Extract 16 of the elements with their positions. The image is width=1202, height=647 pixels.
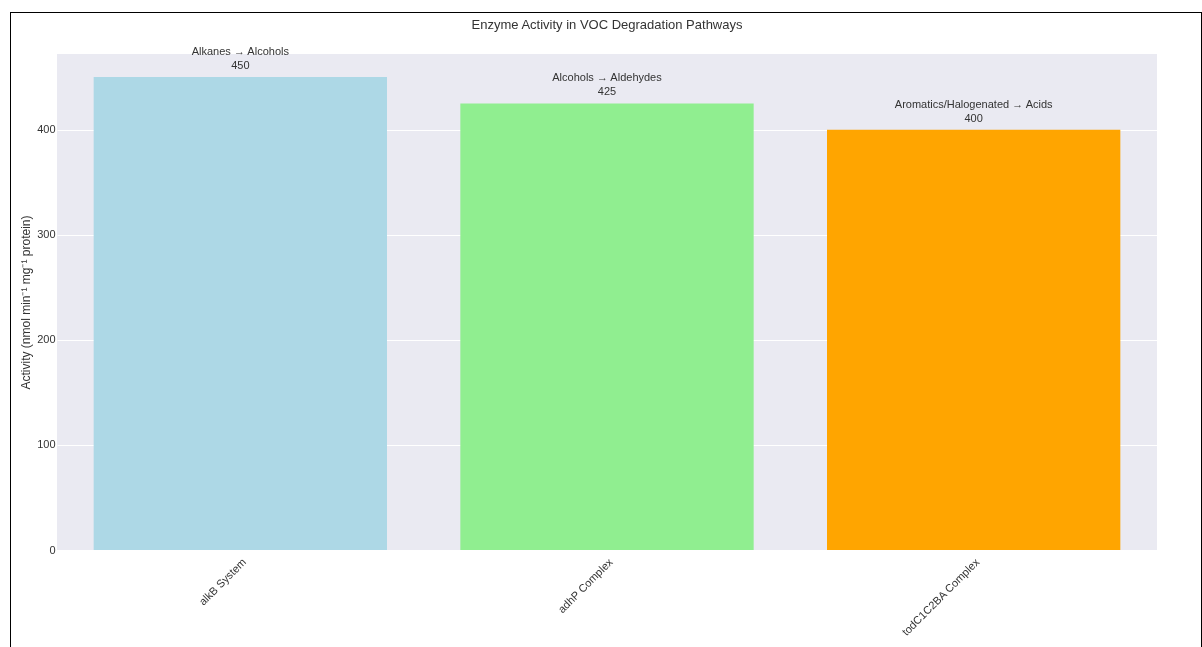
data-label: 400 — [964, 111, 983, 124]
bar — [93, 77, 387, 550]
bar — [460, 103, 754, 550]
annotation: Alcohols → Aldehydes — [552, 71, 663, 84]
annotation: Alkanes → Alcohols — [191, 45, 290, 58]
y-tick-label: 300 — [37, 228, 56, 241]
y-tick-label: 100 — [37, 438, 56, 451]
annotation: Aromatics/Halogenated → Acids — [894, 97, 1054, 110]
y-tick-label: 400 — [37, 123, 56, 136]
y-tick-label: 0 — [49, 543, 56, 556]
y-axis-title: Activity (nmol min⁻¹ mg⁻¹ protein) — [19, 215, 34, 390]
bar — [827, 129, 1121, 550]
data-label: 450 — [231, 59, 250, 72]
chart-title: Enzyme Activity in VOC Degradation Pathways — [471, 17, 743, 33]
y-tick-label: 200 — [37, 333, 56, 346]
data-label: 425 — [597, 85, 617, 98]
